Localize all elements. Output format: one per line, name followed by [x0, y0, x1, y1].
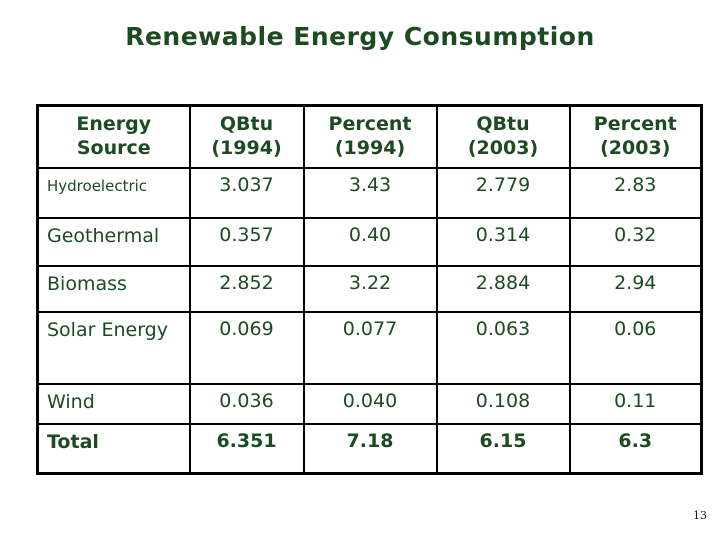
cell-percent-2003: 0.32	[568, 216, 703, 267]
cell-source: Solar Energy	[36, 310, 191, 385]
cell-qbtu-2003: 2.779	[435, 166, 571, 219]
table-row-wind: Wind 0.036 0.040 0.108 0.11	[36, 382, 703, 425]
cell-percent-1994: 3.22	[302, 264, 438, 313]
table-header-row: Energy Source QBtu (1994) Percent (1994)…	[36, 104, 703, 169]
cell-percent-2003: 0.11	[568, 382, 703, 425]
cell-percent-2003: 0.06	[568, 310, 703, 385]
header-line: (1994)	[334, 136, 406, 159]
cell-qbtu-2003: 0.108	[435, 382, 571, 425]
cell-qbtu-1994: 6.351	[188, 422, 305, 475]
header-line: (1994)	[211, 136, 282, 159]
cell-qbtu-1994: 3.037	[188, 166, 305, 219]
header-line: QBtu	[476, 113, 530, 135]
cell-source: Biomass	[36, 264, 191, 313]
energy-consumption-table: Energy Source QBtu (1994) Percent (1994)…	[36, 104, 703, 475]
cell-percent-2003: 2.83	[568, 166, 703, 219]
cell-qbtu-2003: 2.884	[435, 264, 571, 313]
cell-source: Total	[36, 422, 191, 475]
cell-percent-1994: 3.43	[302, 166, 438, 219]
header-line: Source	[76, 136, 151, 159]
page-number: 13	[693, 509, 707, 522]
table-row-total: Total 6.351 7.18 6.15 6.3	[36, 422, 703, 475]
cell-percent-1994: 0.40	[302, 216, 438, 267]
header-line: (2003)	[467, 136, 539, 159]
header-line: Percent	[593, 113, 677, 135]
header-line: QBtu	[219, 113, 274, 135]
header-line: Percent	[328, 113, 412, 135]
cell-qbtu-1994: 0.036	[188, 382, 305, 425]
cell-percent-2003: 6.3	[568, 422, 703, 475]
cell-percent-1994: 7.18	[302, 422, 438, 475]
header-percent-2003: Percent (2003)	[568, 104, 703, 169]
cell-qbtu-2003: 0.063	[435, 310, 571, 385]
cell-percent-1994: 0.077	[302, 310, 438, 385]
cell-source: Geothermal	[36, 216, 191, 267]
cell-qbtu-1994: 0.357	[188, 216, 305, 267]
cell-percent-2003: 2.94	[568, 264, 703, 313]
cell-source: Wind	[36, 382, 191, 425]
table-row-biomass: Biomass 2.852 3.22 2.884 2.94	[36, 264, 703, 313]
cell-source: Hydroelectric	[36, 166, 191, 219]
cell-qbtu-1994: 0.069	[188, 310, 305, 385]
header-percent-1994: Percent (1994)	[302, 104, 438, 169]
cell-qbtu-2003: 0.314	[435, 216, 571, 267]
table-row-solar-energy: Solar Energy 0.069 0.077 0.063 0.06	[36, 310, 703, 385]
header-line: Energy	[76, 113, 152, 135]
header-energy-source: Energy Source	[36, 104, 191, 169]
cell-percent-1994: 0.040	[302, 382, 438, 425]
slide-title: Renewable Energy Consumption	[125, 22, 595, 51]
header-qbtu-1994: QBtu (1994)	[188, 104, 305, 169]
header-line: (2003)	[600, 136, 671, 159]
header-qbtu-2003: QBtu (2003)	[435, 104, 571, 169]
cell-qbtu-1994: 2.852	[188, 264, 305, 313]
cell-qbtu-2003: 6.15	[435, 422, 571, 475]
table-row-hydroelectric: Hydroelectric 3.037 3.43 2.779 2.83	[36, 166, 703, 219]
table-row-geothermal: Geothermal 0.357 0.40 0.314 0.32	[36, 216, 703, 267]
